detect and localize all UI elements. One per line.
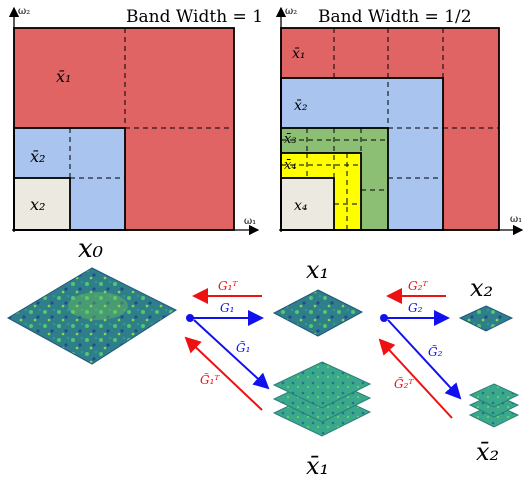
arrow-G2tildeT — [378, 338, 453, 419]
axis-label-omega2: ω₂ — [285, 6, 297, 17]
region-label-xbar3: x̄₃ — [284, 132, 297, 147]
tile-x0-highlight — [68, 292, 128, 320]
axis-label-omega1: ω₁ — [244, 216, 256, 227]
region-x4 — [281, 178, 334, 230]
op-G2T: G₂ᵀ — [408, 279, 428, 293]
op-G1T: G₁ᵀ — [218, 279, 238, 293]
node-2 — [380, 314, 388, 322]
axis-label-omega2: ω₂ — [18, 6, 30, 17]
region-label-x4: x₄ — [294, 198, 308, 214]
panel-band-width-1: ω₂ ω₁ Band Width = 1 x̄₁ x̄₂ x₂ — [8, 6, 263, 236]
tile-x2 — [458, 305, 514, 332]
op-G1tildeT: G̃₁ᵀ — [200, 372, 220, 387]
node-1 — [186, 314, 194, 322]
label-xbar1: x̄₁ — [306, 452, 329, 480]
stack-xbar1 — [272, 361, 372, 437]
region-label-xbar4: x̄₄ — [284, 158, 297, 173]
arrow-G1tilde — [193, 319, 270, 390]
op-G1tilde: G̃₁ — [236, 340, 250, 355]
panel-title: Band Width = 1 — [126, 7, 263, 27]
axis-label-omega1: ω₁ — [510, 214, 522, 225]
arrow-G2tilde — [387, 319, 462, 400]
label-x2: x₂ — [470, 274, 493, 302]
region-label-xbar1: x̄₁ — [56, 67, 71, 86]
label-x1: x₁ — [306, 256, 329, 284]
panel-band-width-half: ω₂ ω₁ Band Width = 1/2 x̄₁ x̄₂ x̄₃ x̄₄ x… — [275, 6, 524, 236]
pyramid-diagram: x₀ x₁ x̄₁ G₁ᵀ G₁ G̃₁ G̃₁ᵀ x₂ x̄ — [6, 234, 520, 480]
op-G1: G₁ — [220, 301, 234, 315]
region-x2 — [14, 178, 70, 230]
label-xbar2: x̄₂ — [476, 438, 499, 466]
region-label-xbar1: x̄₁ — [292, 46, 306, 62]
label-x0: x₀ — [78, 234, 104, 264]
region-label-xbar2: x̄₂ — [30, 147, 45, 166]
op-G2tildeT: G̃₂ᵀ — [394, 376, 414, 391]
region-label-x2: x₂ — [30, 195, 45, 214]
op-G2tilde: G̃₂ — [428, 344, 443, 359]
op-G2: G₂ — [408, 301, 423, 315]
tile-x1 — [272, 289, 364, 337]
tile-x0 — [6, 267, 178, 365]
arrow-G1tildeT — [184, 336, 263, 411]
stack-xbar2 — [468, 383, 520, 428]
panel-title: Band Width = 1/2 — [318, 7, 472, 27]
region-label-xbar2: x̄₂ — [294, 98, 308, 114]
